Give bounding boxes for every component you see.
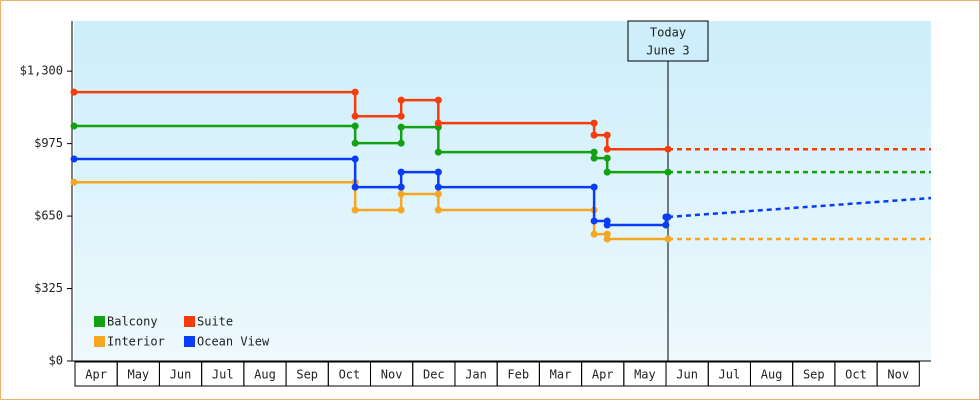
data-point (351, 206, 359, 214)
change-point-previous (434, 190, 442, 198)
x-tick-label: Jul (719, 368, 741, 382)
data-point (434, 148, 442, 156)
change-point-previous (603, 154, 611, 162)
change-point-previous (662, 221, 670, 229)
data-point (70, 155, 78, 163)
today-point (664, 145, 672, 153)
data-point (434, 206, 442, 214)
y-tick-label: $1,300 (20, 64, 63, 78)
data-point (590, 217, 598, 225)
x-tick-label: May (634, 368, 656, 382)
legend-label: Interior (107, 335, 165, 349)
data-point (603, 168, 611, 176)
x-tick-label: Jan (465, 368, 487, 382)
y-tick-label: $975 (34, 136, 63, 150)
data-point (70, 88, 78, 96)
y-tick-label: $0 (49, 354, 63, 368)
x-tick-label: Aug (254, 368, 276, 382)
change-point-previous (590, 119, 598, 127)
data-point (590, 154, 598, 162)
change-point-previous (351, 88, 359, 96)
legend-label: Suite (197, 315, 233, 329)
change-point-previous (603, 131, 611, 139)
today-point (664, 235, 672, 243)
data-point (590, 230, 598, 238)
x-tick-label: Aug (761, 368, 783, 382)
x-tick-label: Jun (170, 368, 192, 382)
x-tick-label: Oct (845, 368, 867, 382)
y-tick-label: $650 (34, 209, 63, 223)
x-tick-label: Mar (550, 368, 572, 382)
data-point (603, 221, 611, 229)
data-point (397, 96, 405, 104)
x-tick-label: Nov (381, 368, 403, 382)
data-point (351, 139, 359, 147)
data-point (434, 119, 442, 127)
today-label: Today (650, 26, 686, 40)
legend-label: Ocean View (197, 335, 270, 349)
change-point-previous (434, 96, 442, 104)
legend-swatch (184, 316, 195, 327)
x-tick-label: Sep (803, 368, 825, 382)
x-tick-label: Feb (507, 368, 529, 382)
change-point-previous (351, 155, 359, 163)
change-point-previous (590, 183, 598, 191)
x-tick-label: May (127, 368, 149, 382)
x-tick-box (876, 361, 920, 387)
x-tick-label: Sep (296, 368, 318, 382)
change-point-previous (397, 206, 405, 214)
change-point-previous (397, 112, 405, 120)
x-tick-label: Jun (676, 368, 698, 382)
data-point (603, 145, 611, 153)
today-box (627, 20, 709, 62)
data-point (70, 122, 78, 130)
x-tick-label: Dec (423, 368, 445, 382)
x-tick-label: Apr (85, 368, 107, 382)
legend-label: Balcony (107, 315, 158, 329)
data-point (434, 183, 442, 191)
series-line (74, 157, 668, 227)
legend-swatch (184, 336, 195, 347)
change-point-previous (434, 168, 442, 176)
data-point (70, 178, 78, 186)
x-tick-label: Jul (212, 368, 234, 382)
data-point (590, 131, 598, 139)
data-point (397, 168, 405, 176)
data-point (603, 235, 611, 243)
legend-swatch (94, 336, 105, 347)
data-point (397, 123, 405, 131)
y-tick-label: $325 (34, 281, 63, 295)
x-tick-label: Oct (339, 368, 361, 382)
plot-area (74, 21, 931, 361)
change-point-previous (590, 148, 598, 156)
forecast-line (667, 196, 932, 219)
legend-swatch (94, 316, 105, 327)
change-point-previous (397, 183, 405, 191)
data-point (351, 112, 359, 120)
change-point-previous (351, 122, 359, 130)
change-point-previous (603, 230, 611, 238)
change-point-previous (397, 139, 405, 147)
today-label: June 3 (646, 44, 689, 58)
today-point (664, 168, 672, 176)
data-point (397, 190, 405, 198)
data-point (351, 183, 359, 191)
today-point (664, 213, 672, 221)
x-tick-label: Apr (592, 368, 614, 382)
x-tick-label: Nov (887, 368, 909, 382)
